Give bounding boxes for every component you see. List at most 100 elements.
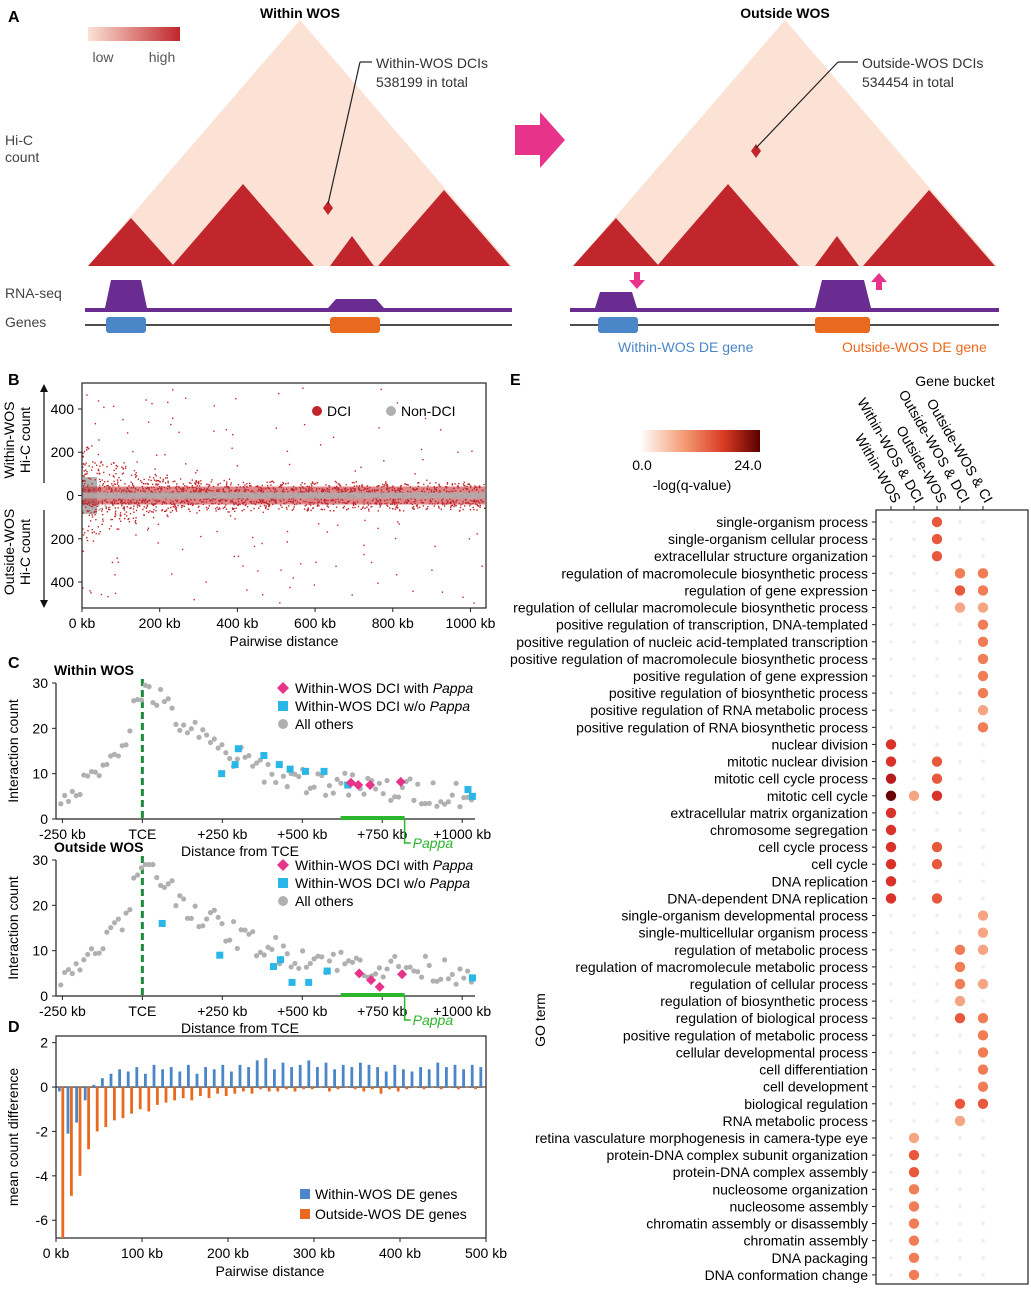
b-point-dci bbox=[229, 515, 232, 517]
e-cell-dot bbox=[908, 1218, 920, 1229]
b-point-dci bbox=[171, 509, 174, 512]
e-cell-dot bbox=[954, 961, 966, 973]
b-point-dci bbox=[191, 479, 193, 481]
b-point-dci bbox=[94, 504, 96, 506]
b-point-dci bbox=[94, 510, 96, 513]
legend-low: low bbox=[92, 49, 114, 65]
b-point-dci bbox=[122, 472, 125, 474]
e-cell-empty bbox=[958, 930, 962, 935]
b-point-dci bbox=[383, 460, 385, 462]
b-point-dci bbox=[310, 509, 312, 512]
c-legend-pink-label: Within-WOS DCI with Pappa bbox=[295, 680, 473, 696]
b-point-dci bbox=[309, 504, 312, 506]
c-gene-arrow bbox=[403, 996, 411, 1021]
e-cell-empty bbox=[889, 1255, 893, 1260]
c-point-other bbox=[418, 974, 425, 980]
b-point-dci bbox=[119, 512, 122, 514]
b-point-dci bbox=[116, 479, 119, 481]
b-point-dci bbox=[198, 485, 201, 487]
e-cell-empty bbox=[935, 1187, 939, 1192]
e-cell-empty bbox=[981, 862, 985, 867]
b-point-dci bbox=[83, 463, 85, 465]
b-point-dci bbox=[329, 510, 331, 512]
d-bar-outside bbox=[474, 1087, 477, 1090]
within-wos-title: Within WOS bbox=[260, 5, 340, 21]
c-point-pink bbox=[366, 975, 377, 986]
c-xtick-label: +1000 kb bbox=[433, 1003, 491, 1019]
panel-label-e: E bbox=[510, 372, 521, 389]
e-cell-empty bbox=[889, 1170, 893, 1175]
c-xlabel: Distance from TCE bbox=[181, 1020, 299, 1036]
b-point-dci bbox=[145, 399, 147, 401]
b-point-dci bbox=[326, 531, 329, 533]
c-legend-pink-icon bbox=[277, 682, 289, 694]
panel-b-scatter-points bbox=[82, 387, 486, 604]
e-cell-dot bbox=[977, 1030, 989, 1041]
e-cell-empty bbox=[981, 999, 985, 1003]
c-legend-gene: Pappa bbox=[433, 680, 474, 696]
b-point-dci bbox=[450, 505, 453, 507]
b-point-dci bbox=[261, 484, 263, 487]
b-point-dci bbox=[95, 532, 97, 535]
svg-text:Hi-C count: Hi-C count bbox=[17, 519, 33, 585]
b-point-dci bbox=[155, 510, 157, 512]
e-row-label: positive regulation of RNA biosynthetic … bbox=[576, 719, 868, 735]
b-point-dci bbox=[113, 480, 115, 483]
b-point-dci bbox=[83, 475, 85, 477]
b-point-dci bbox=[377, 582, 379, 584]
b-point-dci bbox=[113, 462, 115, 464]
c-point-pink bbox=[395, 776, 406, 787]
b-point-dci bbox=[347, 508, 350, 510]
d-bar-within bbox=[445, 1067, 448, 1088]
outside-dci-marker bbox=[751, 144, 761, 158]
b-point-dci bbox=[451, 484, 454, 486]
e-cell-empty bbox=[981, 965, 985, 969]
e-cell-dot bbox=[908, 1269, 920, 1281]
e-row-label: positive regulation of biosynthetic proc… bbox=[609, 685, 868, 701]
b-point-dci bbox=[83, 479, 86, 482]
b-ytick-label: 400 bbox=[51, 401, 75, 417]
b-point-dci bbox=[143, 506, 145, 508]
e-cell-empty bbox=[981, 776, 985, 781]
b-point-dci bbox=[121, 466, 123, 468]
b-xtick-label: 600 kb bbox=[294, 615, 336, 631]
b-point-dci bbox=[304, 483, 306, 485]
b-point-dci bbox=[186, 485, 188, 488]
c-legend-cyan-label: Within-WOS DCI w/o Pappa bbox=[295, 875, 470, 891]
c-point-other bbox=[188, 726, 194, 732]
b-point-dci bbox=[135, 472, 137, 474]
b-point-dci bbox=[147, 527, 150, 529]
e-cell-dot bbox=[908, 1235, 920, 1246]
c-point-other bbox=[69, 970, 75, 977]
e-cell-dot bbox=[954, 1115, 966, 1127]
b-point-dci bbox=[266, 484, 269, 487]
c-point-other bbox=[388, 797, 394, 803]
b-point-dci bbox=[155, 484, 157, 486]
d-bar-outside bbox=[388, 1087, 391, 1090]
c-legend-gene: Pappa bbox=[433, 857, 474, 873]
b-point-dci bbox=[477, 505, 480, 507]
b-point-dci bbox=[377, 527, 379, 530]
b-point-dci bbox=[167, 507, 169, 510]
e-frame bbox=[875, 509, 1029, 1285]
d-bar-outside bbox=[276, 1087, 280, 1092]
e-row-label: regulation of metabolic process bbox=[674, 942, 868, 958]
c-point-other bbox=[372, 971, 379, 977]
b-point-dci bbox=[451, 504, 454, 506]
c-point-other bbox=[165, 881, 171, 887]
b-point-dci bbox=[426, 479, 428, 482]
e-cell-empty bbox=[958, 622, 962, 627]
c-point-cyan bbox=[269, 963, 277, 971]
e-row-label: chromosome segregation bbox=[710, 822, 868, 838]
c-point-other bbox=[253, 953, 260, 959]
c-point-cyan bbox=[344, 781, 352, 789]
e-row-label: positive regulation of macromolecule bio… bbox=[510, 651, 868, 667]
e-cell-dot bbox=[977, 1098, 989, 1109]
c-point-other bbox=[200, 727, 206, 733]
d-bar-within bbox=[427, 1069, 431, 1088]
c-point-other bbox=[407, 964, 413, 970]
c-point-other bbox=[261, 779, 267, 785]
e-colorbar-max: 24.0 bbox=[734, 457, 761, 473]
e-row-label: single-multicellular organism process bbox=[638, 925, 868, 941]
b-point-dci bbox=[316, 482, 319, 484]
